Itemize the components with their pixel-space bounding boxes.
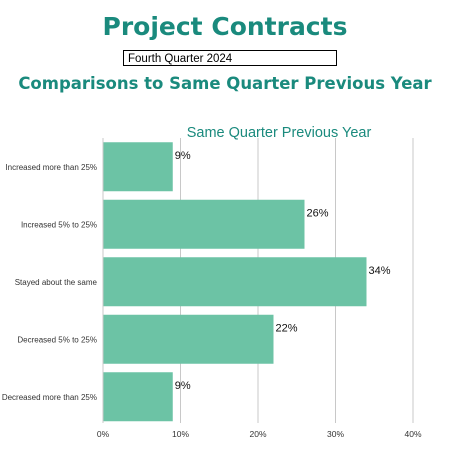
category-label: Decreased 5% to 25% [17, 335, 97, 344]
data-label: 22% [276, 322, 298, 334]
period-field: Fourth Quarter 2024 [123, 50, 337, 66]
data-label: 9% [175, 150, 191, 162]
category-label: Increased 5% to 25% [21, 220, 97, 229]
bar [103, 199, 305, 249]
data-label: 9% [175, 380, 191, 392]
chart-title: Same Quarter Previous Year [187, 125, 372, 141]
category-label: Increased more than 25% [5, 163, 97, 172]
bar [103, 372, 173, 422]
x-tick-label: 30% [327, 429, 344, 439]
bar [103, 142, 173, 192]
x-tick-label: 40% [404, 429, 421, 439]
page-title: Project Contracts [102, 12, 348, 41]
x-tick-label: 20% [249, 429, 266, 439]
x-tick-label: 0% [97, 429, 110, 439]
category-label: Stayed about the same [15, 278, 98, 287]
page-subtitle: Comparisons to Same Quarter Previous Yea… [18, 74, 432, 93]
x-tick-label: 10% [172, 429, 189, 439]
bar [103, 314, 274, 364]
category-label: Decreased more than 25% [2, 393, 97, 402]
data-label: 26% [307, 207, 329, 219]
data-label: 34% [369, 265, 391, 277]
bar [103, 257, 367, 307]
